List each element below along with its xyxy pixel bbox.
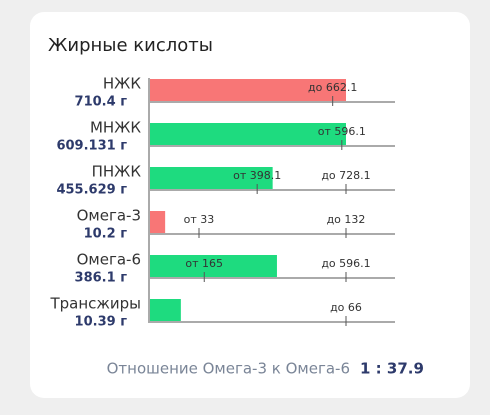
limit-label: до 596.1 <box>321 257 370 270</box>
limit-label: от 398.1 <box>233 169 281 182</box>
row-value: 386.1 г <box>75 271 128 286</box>
limit-label: от 596.1 <box>318 125 366 138</box>
limit-label: от 33 <box>184 213 215 226</box>
bar <box>150 79 346 101</box>
row-name: Трансжиры <box>49 295 141 313</box>
bar <box>150 167 273 189</box>
ratio-label: Отношение Омега-3 к Омега-6 <box>107 360 350 378</box>
row-value: 10.39 г <box>75 315 128 330</box>
row-name: НЖК <box>103 75 141 93</box>
bar <box>150 211 166 233</box>
limit-label: до 132 <box>327 213 366 226</box>
limit-label: до 728.1 <box>321 169 370 182</box>
bar <box>150 123 346 145</box>
row-value: 10.2 г <box>84 227 128 242</box>
row-name: МНЖК <box>90 119 141 137</box>
ratio-value: 1 : 37.9 <box>360 360 424 378</box>
row-name: Омега-6 <box>77 251 141 269</box>
row-value: 455.629 г <box>56 183 127 198</box>
card <box>30 12 470 398</box>
limit-label: от 165 <box>185 257 223 270</box>
card-title: Жирные кислоты <box>48 35 213 56</box>
row-value: 710.4 г <box>75 95 128 110</box>
limit-label: до 662.1 <box>308 81 357 94</box>
row-name: Омега-3 <box>77 207 141 225</box>
row-name: ПНЖК <box>92 163 142 181</box>
row-value: 609.131 г <box>56 139 127 154</box>
bar <box>150 299 181 321</box>
bar <box>150 255 277 277</box>
limit-label: до 66 <box>330 301 362 314</box>
